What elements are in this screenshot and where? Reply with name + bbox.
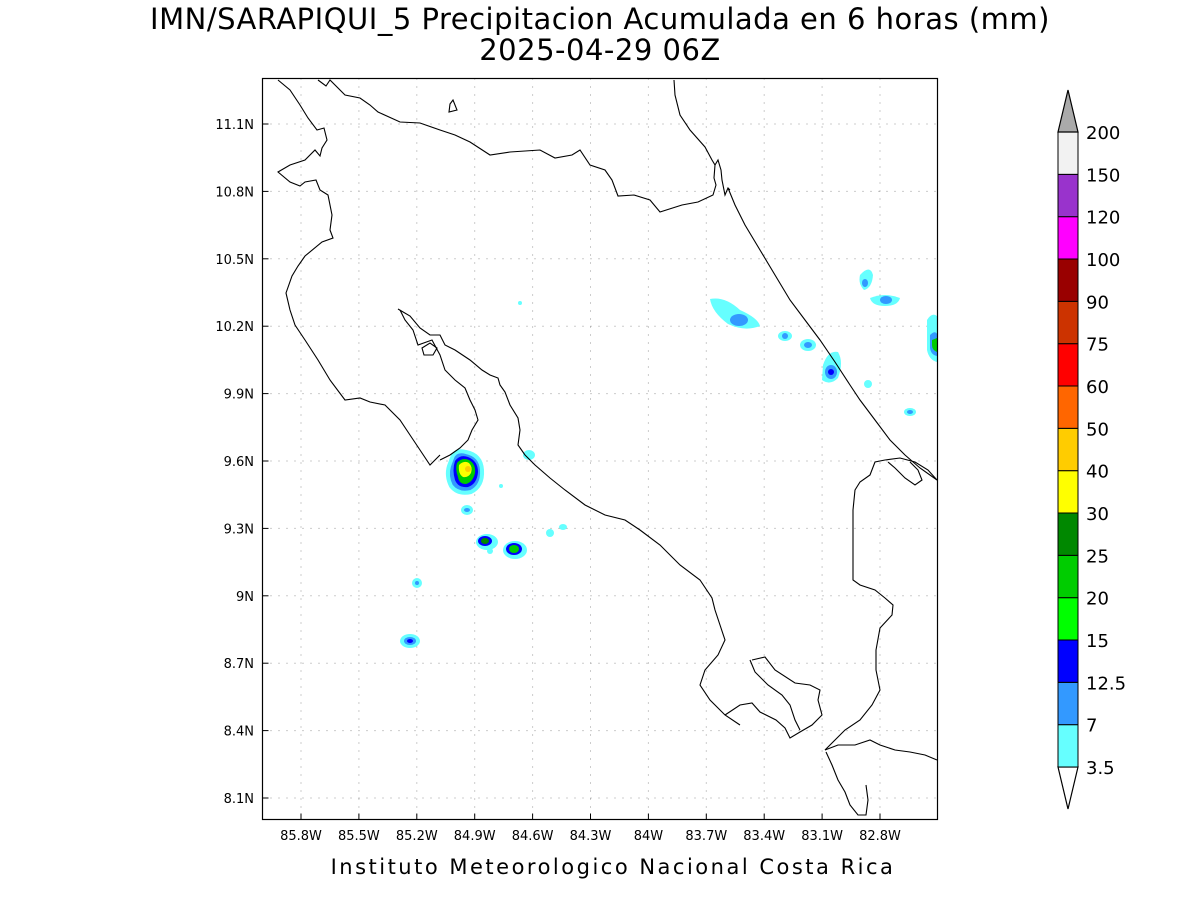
precip-cell-83.55W-10.25N [710,298,760,329]
lon-tick-label: 84.3W [570,829,612,844]
precip-cell-small [864,380,872,388]
precip-cell-85.2W-8.8N [400,634,420,648]
island-north [448,98,458,113]
precip-cell-82.55W-10.1N [927,314,937,362]
lat-tick-label: 8.4N [224,725,254,740]
precip-cell-small-core [464,508,470,512]
precip-cell-85.0W-9.6N [445,449,485,495]
precip-cell-small [523,450,535,460]
latitude-axis: 11.1N 10.8N 10.5N 10.2N 9.9N 9.6N 9.3N 9N 8.7N 8.… [215,118,269,807]
colorbar-label: 7 [1086,716,1097,737]
lat-tick-label: 10.8N [215,185,254,200]
precip-cell-small-core [804,342,812,348]
lat-tick-label: 8.7N [224,657,254,672]
coast-golfo-dulce [749,659,801,731]
lon-tick-label: 85.5W [338,829,380,844]
precip-cell-82.7W-10.3N [859,269,900,306]
lat-tick-label: 9.9N [224,388,254,403]
precipitation-colorbar: 3.5 7 12.5 15 20 25 30 40 50 60 75 90 100 120 150 200 [1057,89,1126,810]
colorbar-swatch [1057,427,1079,472]
colorbar-swatch [1057,385,1079,429]
precip-cell-small [559,524,567,530]
colorbar-high-arrow [1057,89,1079,133]
colorbar-label: 12.5 [1086,673,1126,694]
map-grid [262,78,938,820]
border-panama [824,457,938,751]
precip-cell-83.0W-10.0N [822,351,841,383]
lat-tick-label: 11.1N [215,118,254,133]
footer-credit: Instituto Meteorologico Nacional Costa R… [330,855,896,879]
colorbar-swatch [1057,554,1079,599]
lat-tick-label: 9.3N [224,522,254,537]
colorbar-swatch [1057,258,1079,302]
island-chira [421,342,438,356]
coastline-layer [277,79,938,816]
colorbar-swatch [1057,639,1079,683]
precip-cell-small [499,484,503,488]
colorbar-swatch [1057,681,1079,726]
lon-tick-label: 83.4W [743,829,785,844]
lat-tick-label: 9.6N [224,455,254,470]
lon-tick-label: 82.8W [859,829,901,844]
map-frame [261,77,939,821]
precip-cell-small [546,529,554,537]
colorbar-label: 25 [1086,546,1109,567]
lon-tick-label: 83.1W [801,829,843,844]
coast-nicoya-gulf [399,309,479,461]
lat-tick-label: 10.5N [215,253,254,268]
coast-costa-rica-caribbean [727,187,938,481]
colorbar-label: 90 [1086,292,1109,313]
colorbar-swatch [1057,724,1079,768]
colorbar-label: 75 [1086,335,1109,356]
colorbar-swatch [1057,512,1079,556]
colorbar-swatch [1057,173,1079,218]
precip-cell-84.85W-9.25N [476,534,498,554]
colorbar-label: 100 [1086,250,1120,271]
lon-tick-label: 84W [634,829,664,844]
colorbar-low-arrow [1057,766,1079,810]
colorbar-label: 200 [1086,123,1120,144]
colorbar-label: 40 [1086,462,1109,483]
map-title: IMN/SARAPIQUI_5 Precipitacion Acumulada … [150,2,1050,36]
precip-cell-small-core [415,581,419,585]
colorbar-swatch [1057,216,1079,260]
colorbar-swatch [1057,131,1079,175]
precip-cell-small [518,301,522,305]
precip-cell-small-core [907,410,913,414]
precip-cell-84.7W-9.2N [503,541,527,559]
coast-burica-tip [825,751,869,816]
lat-tick-label: 8.1N [224,792,254,807]
colorbar-label: 50 [1086,419,1109,440]
coast-osa-peninsula [724,656,823,739]
colorbar-label: 30 [1086,504,1109,525]
coast-nicaragua-pacific [277,79,441,466]
precip-cell-small-core [782,333,788,339]
coast-burica [824,739,938,761]
lat-tick-label: 9N [236,590,254,605]
colorbar-swatch [1057,343,1079,387]
lon-tick-label: 85.8W [280,829,322,844]
lon-tick-label: 83.7W [685,829,727,844]
colorbar-label: 20 [1086,589,1109,610]
map-subtitle-datetime: 2025-04-29 06Z [479,33,721,67]
colorbar-label: 150 [1086,165,1120,186]
coast-nicaragua-caribbean [673,79,716,166]
coast-gulf-inner [397,308,741,726]
colorbar-label: 15 [1086,631,1109,652]
border-nicaragua [317,79,731,213]
lon-tick-label: 85.2W [396,829,438,844]
colorbar-swatch [1057,470,1079,514]
longitude-axis: 85.8W 85.5W 85.2W 84.9W 84.6W 84.3W 84W 83.7W 83… [280,813,901,844]
colorbar-swatch [1057,597,1079,641]
colorbar-swatch [1057,300,1079,345]
coast-panama-bay [887,461,923,486]
lat-tick-label: 10.2N [215,320,254,335]
colorbar-label: 60 [1086,377,1109,398]
colorbar-label: 3.5 [1086,758,1115,779]
lon-tick-label: 84.6W [512,829,554,844]
lon-tick-label: 84.9W [454,829,496,844]
colorbar-label: 120 [1086,208,1120,229]
precipitation-layer [400,269,937,648]
